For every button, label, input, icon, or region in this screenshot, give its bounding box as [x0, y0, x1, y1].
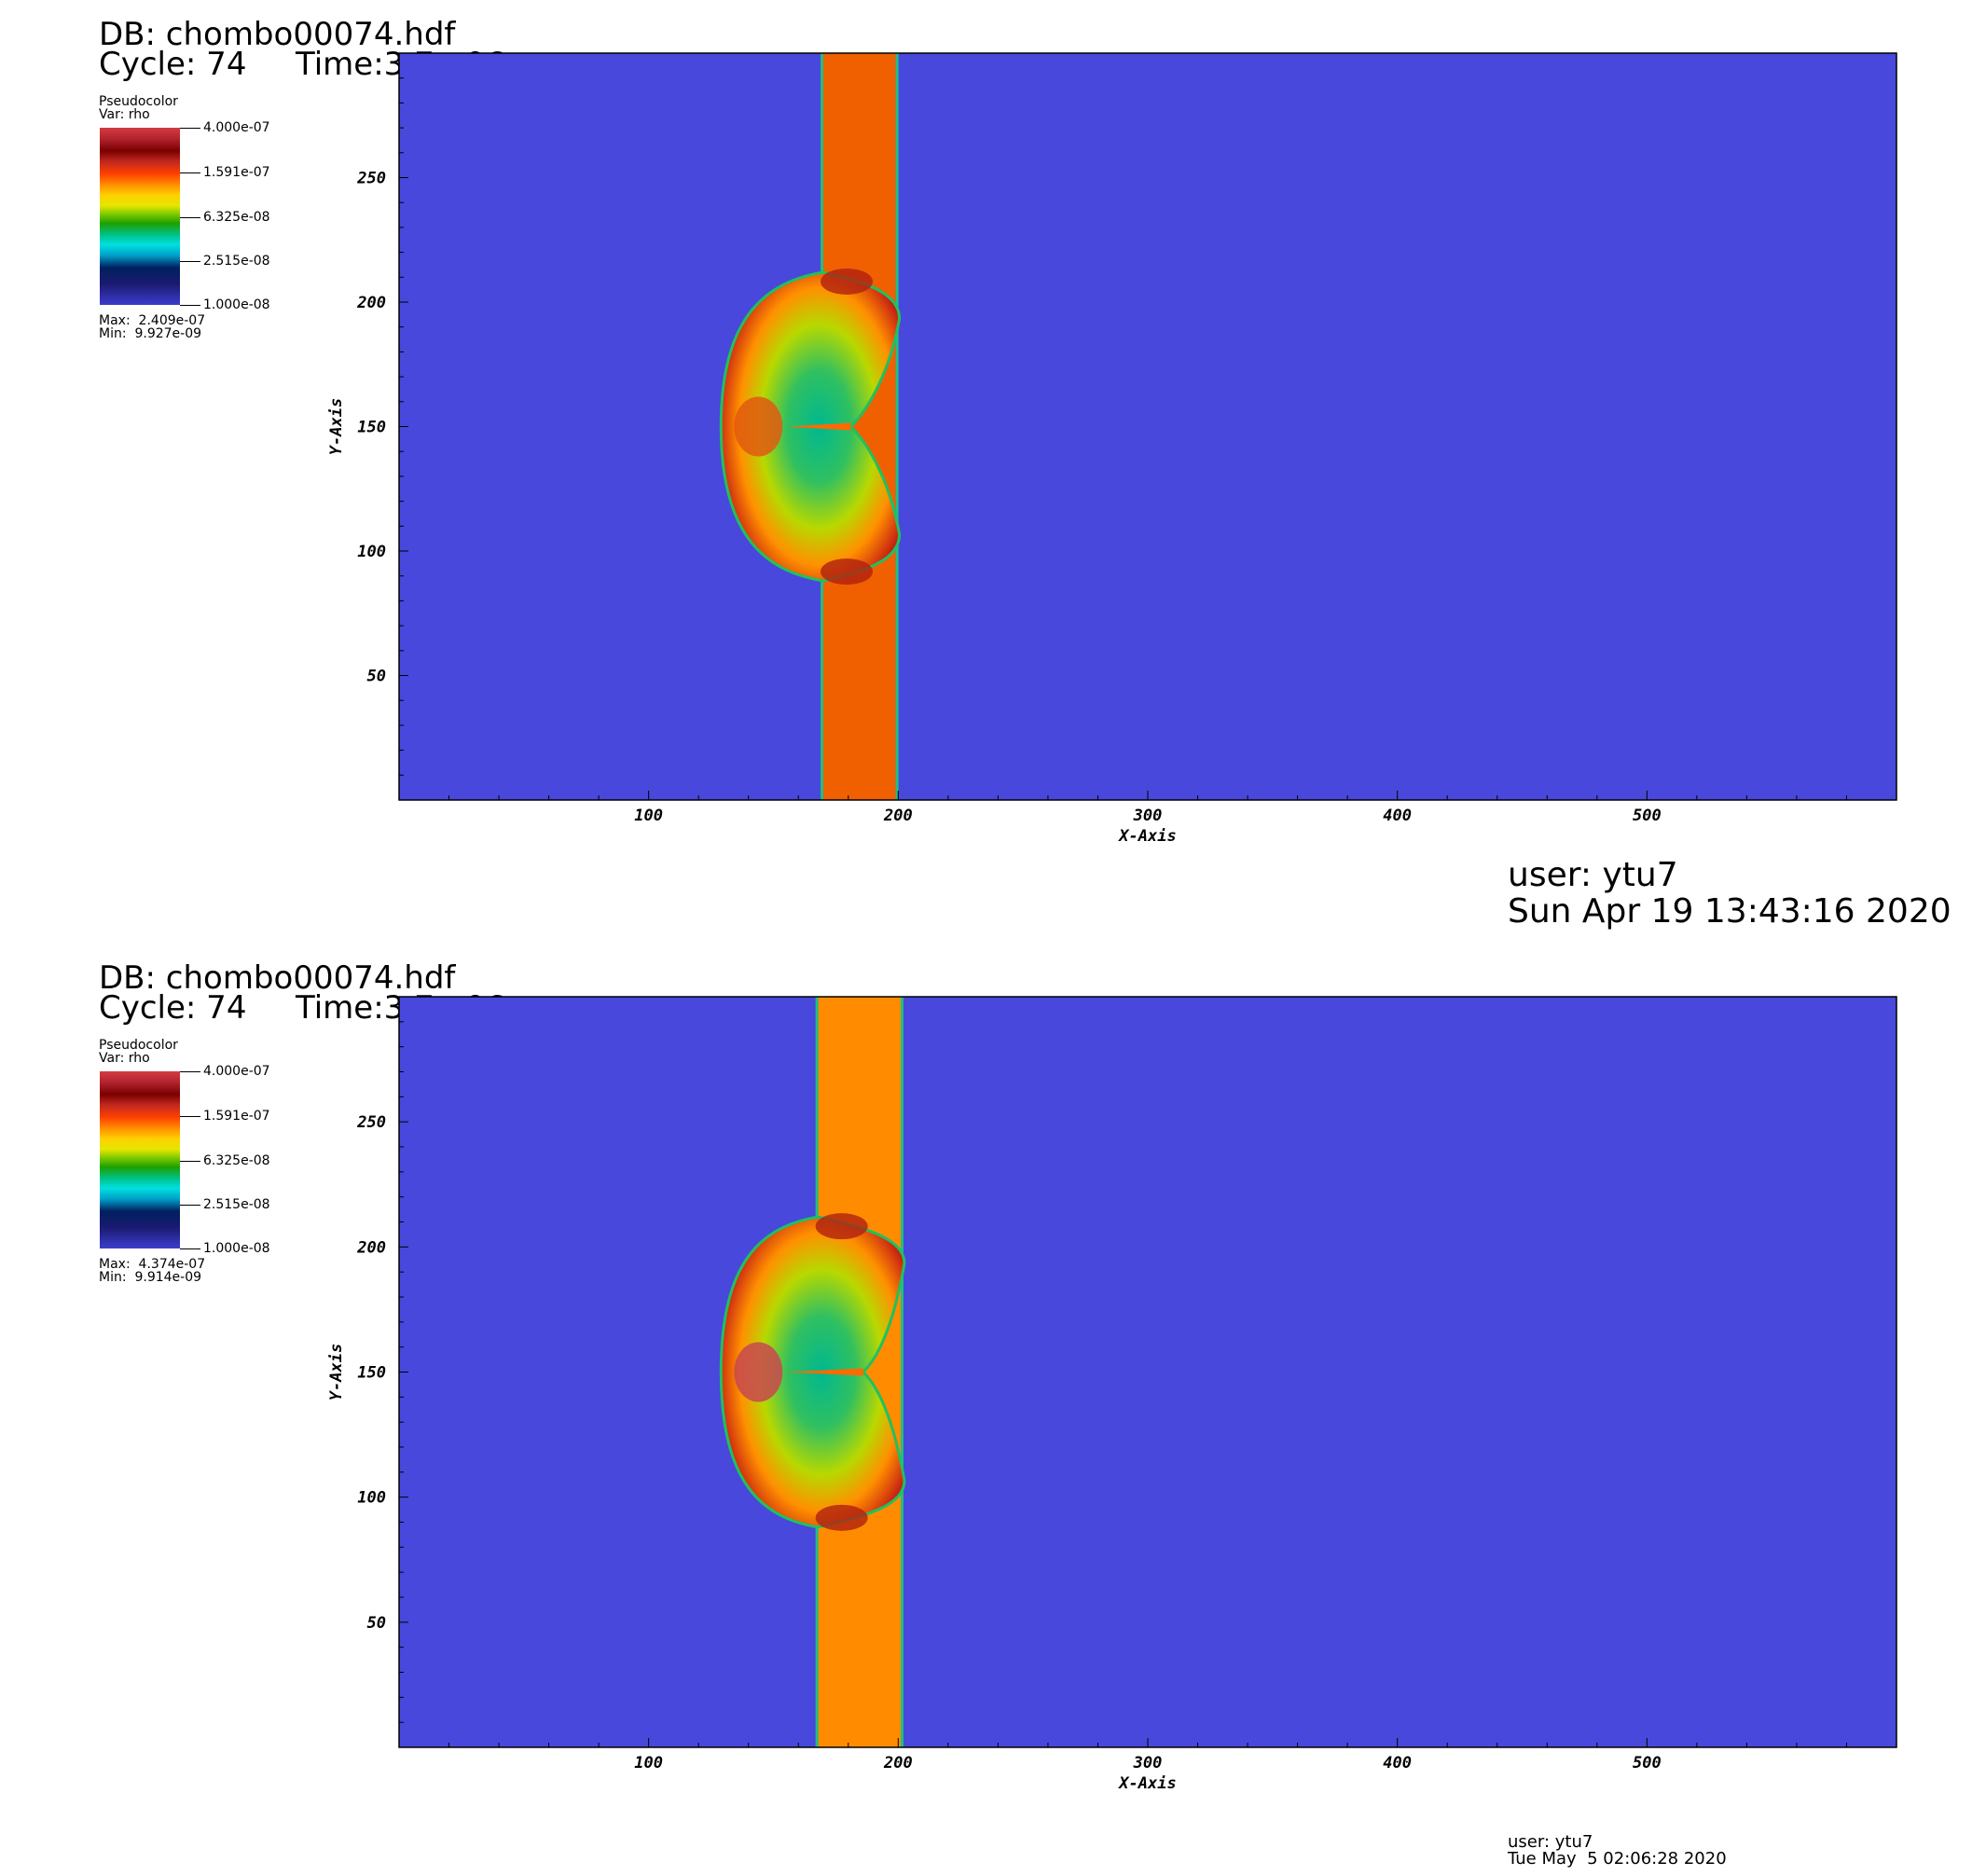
colorbar-tick	[180, 172, 200, 173]
colorbar-tick	[180, 1116, 200, 1117]
legend-max: Max: 4.374e-07	[99, 1257, 206, 1272]
colorbar-tick	[180, 1071, 200, 1072]
x-axis-title: X-Axis	[1117, 827, 1176, 846]
y-tick-label: 250	[356, 1113, 386, 1132]
legend-var: Var: rho	[99, 1051, 150, 1066]
legend-min: Min: 9.927e-09	[99, 326, 202, 341]
colorbar-tick-label: 1.591e-07	[203, 1109, 270, 1124]
y-tick-label: 100	[357, 1489, 386, 1508]
density-background	[399, 53, 1896, 800]
bubble-cap-bottom	[815, 1504, 868, 1531]
y-tick-label: 50	[367, 668, 386, 686]
database-label: DB: chombo00074.hdf	[99, 16, 456, 53]
x-tick-label: 100	[634, 807, 663, 825]
user-label: user: ytu7	[1508, 1832, 1593, 1852]
x-tick-label: 500	[1633, 807, 1662, 825]
x-tick-label: 400	[1383, 807, 1412, 825]
colorbar-tick	[180, 305, 200, 306]
y-tick-label: 200	[356, 294, 386, 312]
colorbar-tick	[180, 1205, 200, 1206]
x-tick-label: 200	[883, 1754, 913, 1773]
cycle-label: Cycle: 74	[99, 989, 247, 1027]
colorbar-tick	[180, 128, 200, 129]
bubble-core	[734, 1342, 783, 1402]
plot-panel-bottom: DB: chombo00074.hdf Cycle: 74 Time:3.7e-…	[0, 938, 1986, 1876]
colorbar	[100, 1071, 180, 1248]
band-edge-right	[895, 53, 899, 800]
x-axis-title: X-Axis	[1117, 1774, 1176, 1793]
y-tick-label: 200	[356, 1238, 386, 1257]
bubble-core	[734, 396, 783, 457]
colorbar-tick-label: 6.325e-08	[203, 210, 270, 225]
density-background	[399, 997, 1896, 1747]
legend-title: Pseudocolor	[99, 1038, 178, 1053]
legend-title: Pseudocolor	[99, 94, 178, 109]
y-tick-label: 150	[357, 1364, 386, 1383]
bubble-cap-top	[821, 268, 874, 295]
x-tick-label: 500	[1633, 1754, 1662, 1773]
colorbar-tick-label: 1.000e-08	[203, 297, 270, 312]
cycle-label: Cycle: 74	[99, 46, 247, 83]
colorbar-tick	[180, 1248, 200, 1249]
colorbar-tick	[180, 261, 200, 262]
x-tick-label: 300	[1133, 807, 1163, 825]
y-axis-title: Y-Axis	[327, 1344, 346, 1400]
plot-area: 100 200 300 400 500 50 100 150 200 250 X-Axis Y-Axi…	[327, 52, 1897, 846]
y-tick-label: 150	[357, 419, 386, 437]
colorbar-tick-label: 2.515e-08	[203, 254, 270, 269]
legend-min: Min: 9.914e-09	[99, 1270, 202, 1285]
plot-area: 100 200 300 400 500 50 100 150 200 250 X-Axis Y-Axi…	[327, 996, 1897, 1793]
colorbar-tick-label: 1.591e-07	[203, 165, 270, 180]
x-tick-label: 200	[883, 807, 913, 825]
bubble-cap-bottom	[821, 559, 874, 586]
y-tick-label: 100	[357, 543, 386, 561]
legend-var: Var: rho	[99, 107, 150, 122]
legend-max: Max: 2.409e-07	[99, 313, 206, 328]
y-axis-title: Y-Axis	[327, 398, 346, 455]
plot-panel-top: DB: chombo00074.hdf Cycle: 74 Time:3.7e-…	[99, 16, 1952, 931]
colorbar	[100, 128, 180, 305]
timestamp-label: Sun Apr 19 13:43:16 2020	[1508, 892, 1952, 931]
x-tick-label: 300	[1133, 1754, 1163, 1773]
user-label: user: ytu7	[1508, 856, 1678, 894]
band-edge-right	[901, 997, 904, 1747]
database-label: DB: chombo00074.hdf	[99, 959, 456, 997]
bubble-cap-top	[815, 1213, 868, 1240]
colorbar-tick-label: 6.325e-08	[203, 1153, 270, 1168]
y-tick-label: 250	[356, 170, 386, 188]
y-tick-label: 50	[367, 1614, 386, 1633]
timestamp-label: Tue May 5 02:06:28 2020	[1508, 1849, 1727, 1869]
bubble-jet	[786, 1368, 863, 1376]
x-tick-label: 100	[634, 1754, 663, 1773]
colorbar-tick-label: 4.000e-07	[203, 120, 270, 135]
colorbar-tick	[180, 217, 200, 218]
colorbar-tick-label: 4.000e-07	[203, 1064, 270, 1079]
colorbar-tick-label: 1.000e-08	[203, 1241, 270, 1256]
bubble-jet	[786, 422, 851, 431]
colorbar-tick	[180, 1161, 200, 1162]
colorbar-tick-label: 2.515e-08	[203, 1197, 270, 1212]
x-tick-label: 400	[1383, 1754, 1412, 1773]
